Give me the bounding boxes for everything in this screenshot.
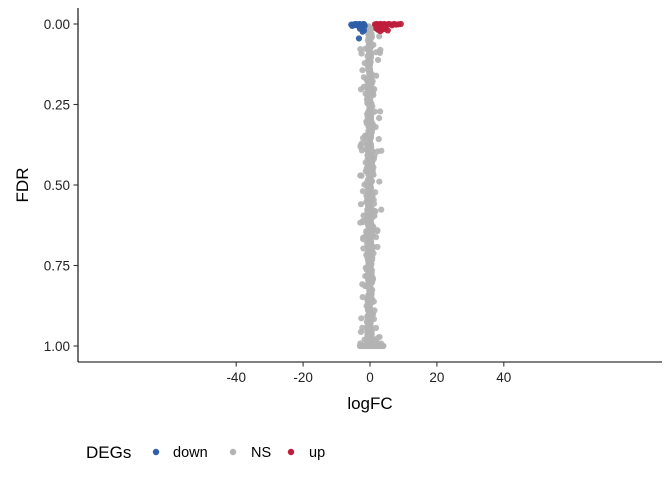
ns-point xyxy=(365,225,372,232)
y-axis-title: FDR xyxy=(13,168,32,203)
ns-point xyxy=(367,36,374,43)
ns-point xyxy=(375,136,382,143)
ns-point xyxy=(357,46,364,53)
ns-point xyxy=(366,296,374,303)
legend-key-ns xyxy=(229,448,237,456)
ns-point xyxy=(363,140,370,147)
ns-point xyxy=(357,142,364,149)
ns-point xyxy=(367,287,374,295)
ns-point xyxy=(376,178,383,185)
legend-label-up: up xyxy=(309,445,325,461)
ns-point xyxy=(369,207,377,215)
ns-point xyxy=(365,326,372,333)
ns-point xyxy=(377,46,384,53)
ns-point xyxy=(367,152,374,159)
x-axis-title: logFC xyxy=(347,394,392,413)
ns-point xyxy=(376,115,383,122)
up-point xyxy=(397,20,404,28)
ns-point xyxy=(366,129,374,136)
ns-point xyxy=(377,108,384,115)
up-point xyxy=(384,27,391,34)
legend-label-ns: NS xyxy=(251,445,271,461)
ns-point xyxy=(371,108,378,115)
ns-point xyxy=(366,167,373,174)
ns-point xyxy=(376,33,383,40)
ns-point xyxy=(367,159,374,167)
ns-point xyxy=(366,59,373,67)
legend: DEGs down NS up xyxy=(86,443,325,462)
ns-point xyxy=(367,134,374,141)
legend-key-down xyxy=(152,448,160,456)
ns-point xyxy=(367,235,374,242)
ns-point xyxy=(357,201,365,208)
ns-point xyxy=(365,212,372,219)
significant-points-group xyxy=(348,20,404,42)
ns-point xyxy=(365,218,372,225)
x-tick-label: -40 xyxy=(226,370,246,385)
x-tick-label: 20 xyxy=(429,370,444,385)
ns-point xyxy=(366,189,373,196)
ns-point xyxy=(378,147,385,154)
ns-point xyxy=(366,308,373,315)
ns-point xyxy=(366,104,373,111)
ns-point xyxy=(358,315,365,322)
y-tick-label: 0.25 xyxy=(44,98,70,113)
ns-point xyxy=(365,26,373,34)
x-tick-label: 40 xyxy=(496,370,511,385)
ns-point xyxy=(368,41,375,48)
ns-point xyxy=(358,172,365,179)
down-point xyxy=(355,35,363,42)
x-ticks-group: -40 -20 0 20 40 xyxy=(226,362,511,385)
ns-point xyxy=(357,328,365,336)
y-tick-label: 0.75 xyxy=(44,259,70,274)
x-tick-label: -20 xyxy=(293,370,313,385)
ns-point xyxy=(359,67,366,74)
ns-point xyxy=(367,257,374,264)
ns-point xyxy=(359,293,366,301)
x-tick-label: 0 xyxy=(366,370,374,385)
ns-point xyxy=(372,324,380,332)
legend-label-down: down xyxy=(173,445,208,461)
y-ticks-group: 0.00 0.25 0.50 0.75 1.00 xyxy=(44,17,78,354)
ns-point xyxy=(366,119,373,127)
ns-points-group xyxy=(356,23,387,350)
legend-title: DEGs xyxy=(86,443,131,462)
ns-point xyxy=(366,184,373,191)
ns-point xyxy=(378,206,385,213)
ns-point xyxy=(367,79,374,86)
ns-point xyxy=(368,275,376,283)
ns-point xyxy=(364,334,371,342)
ns-point xyxy=(365,66,372,74)
ns-point xyxy=(374,227,381,234)
ns-point xyxy=(365,94,372,101)
ns-point xyxy=(370,200,378,207)
ns-point xyxy=(380,342,387,350)
ns-point xyxy=(366,178,373,185)
y-tick-label: 0.00 xyxy=(44,17,70,32)
ns-point xyxy=(369,88,377,96)
ns-point xyxy=(363,199,370,206)
down-point xyxy=(359,28,366,35)
y-tick-label: 0.50 xyxy=(44,178,70,193)
legend-key-up xyxy=(287,448,295,456)
ns-point xyxy=(365,243,372,250)
ns-point xyxy=(367,317,374,324)
ns-point xyxy=(374,56,382,64)
ns-point xyxy=(367,49,374,56)
y-tick-label: 1.00 xyxy=(44,339,70,354)
ns-point xyxy=(367,266,375,274)
ns-point xyxy=(373,72,380,79)
